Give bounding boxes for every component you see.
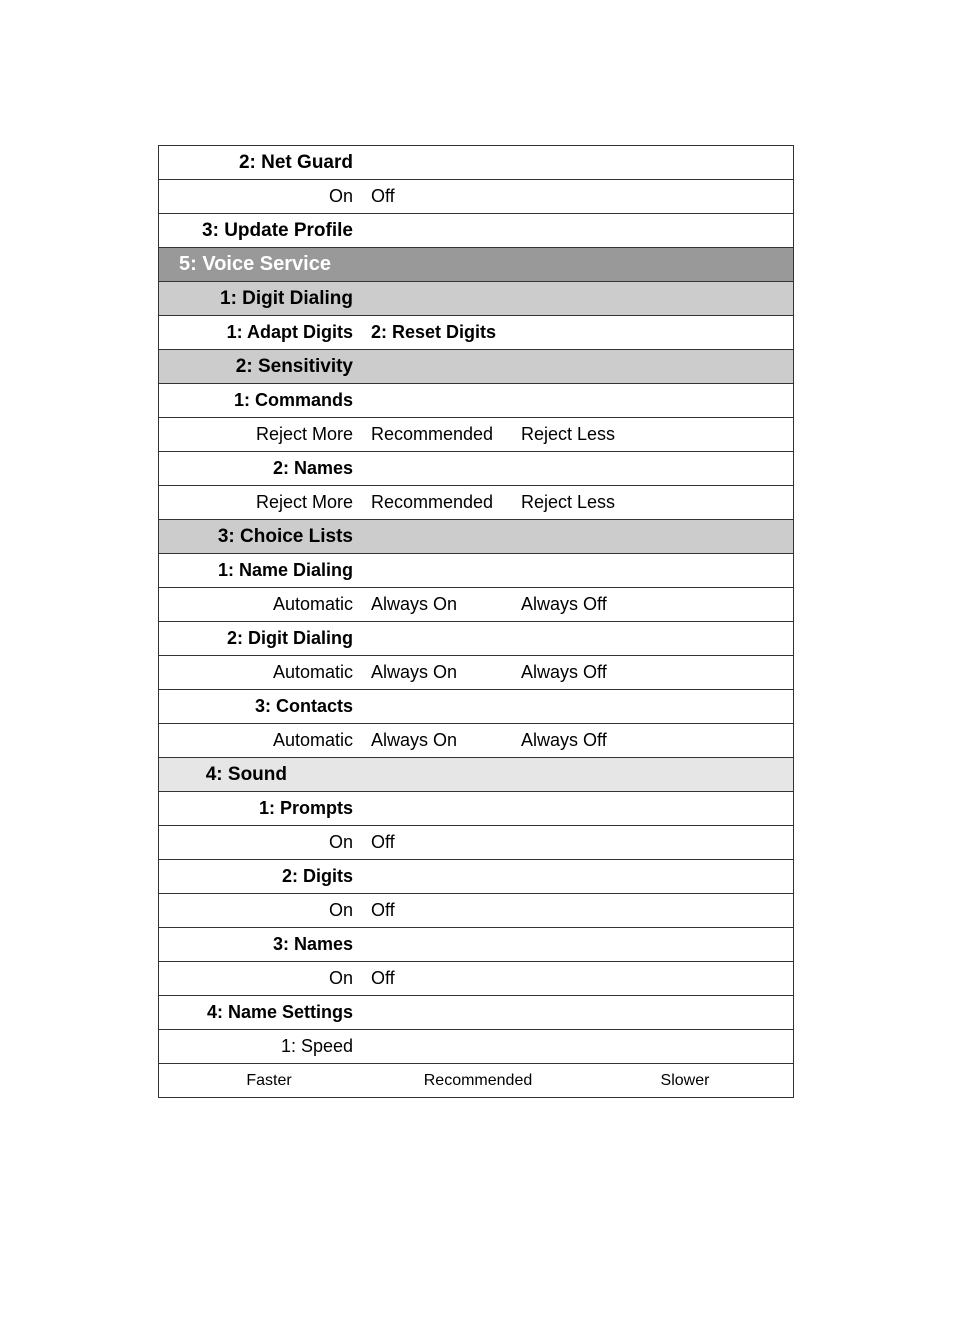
reset-digits[interactable]: 2: Reset Digits <box>371 322 521 343</box>
prompts-on[interactable]: On <box>159 832 371 853</box>
sound-header: 4: Sound <box>159 764 287 786</box>
contacts-options-row: Automatic Always On Always Off <box>159 724 794 758</box>
adapt-digits[interactable]: 1: Adapt Digits <box>159 322 371 343</box>
snd-names-header: 3: Names <box>159 934 371 955</box>
prompts-header-row: 1: Prompts <box>159 792 794 826</box>
sens-names-options-row: Reject More Recommended Reject Less <box>159 486 794 520</box>
contacts-header-row: 3: Contacts <box>159 690 794 724</box>
menu-table: 2: Net Guard On Off 3: Update Profile 5:… <box>158 145 794 1098</box>
contacts-automatic[interactable]: Automatic <box>159 730 371 751</box>
speed-recommended[interactable]: Recommended <box>379 1072 577 1090</box>
sens-names-header-row: 2: Names <box>159 452 794 486</box>
net-guard-on[interactable]: On <box>159 186 371 207</box>
digits-on[interactable]: On <box>159 900 371 921</box>
cl-digit-dialing-options-row: Automatic Always On Always Off <box>159 656 794 690</box>
name-dialing-always-off[interactable]: Always Off <box>521 594 793 615</box>
voice-service-header: 5: Voice Service <box>159 253 331 276</box>
commands-reject-less[interactable]: Reject Less <box>521 424 793 445</box>
update-profile-row: 3: Update Profile <box>159 214 794 248</box>
commands-options-row: Reject More Recommended Reject Less <box>159 418 794 452</box>
name-dialing-automatic[interactable]: Automatic <box>159 594 371 615</box>
digit-dialing-header: 1: Digit Dialing <box>159 288 371 310</box>
choice-lists-header: 3: Choice Lists <box>159 526 371 548</box>
prompts-header: 1: Prompts <box>159 798 371 819</box>
contacts-header: 3: Contacts <box>159 696 371 717</box>
sens-names-reject-more[interactable]: Reject More <box>159 492 371 513</box>
sensitivity-header: 2: Sensitivity <box>159 356 371 378</box>
speed-options-row: Faster Recommended Slower <box>159 1064 794 1098</box>
net-guard-off[interactable]: Off <box>371 186 521 207</box>
sensitivity-section-row: 2: Sensitivity <box>159 350 794 384</box>
speed-header: 1: Speed <box>159 1036 371 1057</box>
snd-names-off[interactable]: Off <box>371 968 521 989</box>
digits-options-row: On Off <box>159 894 794 928</box>
sens-names-recommended[interactable]: Recommended <box>371 492 521 513</box>
update-profile-header[interactable]: 3: Update Profile <box>159 220 371 242</box>
cl-digit-dialing-header: 2: Digit Dialing <box>159 628 371 649</box>
digit-dialing-section-row: 1: Digit Dialing <box>159 282 794 316</box>
digits-header: 2: Digits <box>159 866 371 887</box>
prompts-off[interactable]: Off <box>371 832 521 853</box>
commands-header: 1: Commands <box>159 390 371 411</box>
cl-digit-dialing-always-on[interactable]: Always On <box>371 662 521 683</box>
commands-recommended[interactable]: Recommended <box>371 424 521 445</box>
voice-service-row: 5: Voice Service <box>159 248 794 282</box>
digits-header-row: 2: Digits <box>159 860 794 894</box>
commands-header-row: 1: Commands <box>159 384 794 418</box>
sens-names-reject-less[interactable]: Reject Less <box>521 492 793 513</box>
speed-header-row: 1: Speed <box>159 1030 794 1064</box>
sens-names-header: 2: Names <box>159 458 371 479</box>
digit-dialing-items-row: 1: Adapt Digits 2: Reset Digits <box>159 316 794 350</box>
choice-lists-section-row: 3: Choice Lists <box>159 520 794 554</box>
name-dialing-header: 1: Name Dialing <box>159 560 371 581</box>
page: 2: Net Guard On Off 3: Update Profile 5:… <box>0 0 954 1336</box>
snd-names-options-row: On Off <box>159 962 794 996</box>
prompts-options-row: On Off <box>159 826 794 860</box>
snd-names-header-row: 3: Names <box>159 928 794 962</box>
name-dialing-options-row: Automatic Always On Always Off <box>159 588 794 622</box>
net-guard-header-row: 2: Net Guard <box>159 146 794 180</box>
speed-slower[interactable]: Slower <box>577 1072 793 1090</box>
contacts-always-off[interactable]: Always Off <box>521 730 793 751</box>
sound-section-row: 4: Sound <box>159 758 794 792</box>
contacts-always-on[interactable]: Always On <box>371 730 521 751</box>
name-settings-header-row: 4: Name Settings <box>159 996 794 1030</box>
name-dialing-always-on[interactable]: Always On <box>371 594 521 615</box>
cl-digit-dialing-header-row: 2: Digit Dialing <box>159 622 794 656</box>
name-dialing-header-row: 1: Name Dialing <box>159 554 794 588</box>
name-settings-header: 4: Name Settings <box>159 1002 371 1023</box>
cl-digit-dialing-automatic[interactable]: Automatic <box>159 662 371 683</box>
cl-digit-dialing-always-off[interactable]: Always Off <box>521 662 793 683</box>
snd-names-on[interactable]: On <box>159 968 371 989</box>
digits-off[interactable]: Off <box>371 900 521 921</box>
net-guard-options-row: On Off <box>159 180 794 214</box>
commands-reject-more[interactable]: Reject More <box>159 424 371 445</box>
net-guard-header: 2: Net Guard <box>159 152 371 174</box>
speed-faster[interactable]: Faster <box>159 1072 379 1090</box>
